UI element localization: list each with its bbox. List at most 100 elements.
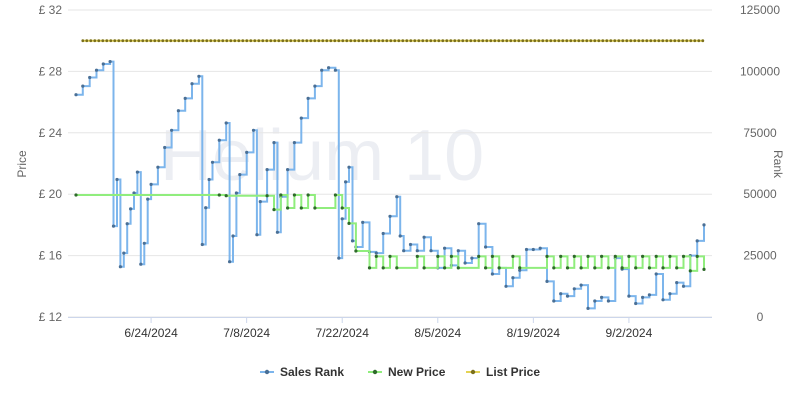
new-price-point bbox=[477, 254, 481, 258]
list-price-point bbox=[657, 39, 661, 43]
new-price-point bbox=[572, 254, 576, 258]
sales-rank-point bbox=[600, 295, 604, 299]
list-price-point bbox=[305, 39, 309, 43]
sales-rank-point bbox=[258, 200, 262, 204]
list-price-point bbox=[665, 39, 669, 43]
sales-rank-point bbox=[320, 68, 324, 72]
new-price-point bbox=[490, 254, 494, 258]
sales-rank-point bbox=[200, 242, 204, 247]
list-price-point bbox=[629, 39, 633, 43]
list-price-point bbox=[493, 39, 497, 43]
sales-rank-point bbox=[627, 294, 631, 298]
sales-rank-point bbox=[122, 251, 126, 255]
sales-rank-point bbox=[156, 165, 160, 169]
list-price-point bbox=[157, 39, 161, 43]
list-price-point bbox=[89, 39, 93, 43]
list-price-point bbox=[129, 39, 133, 43]
sales-rank-point bbox=[552, 299, 556, 303]
sales-rank-point bbox=[139, 262, 143, 266]
legend-item-new-price[interactable]: New Price bbox=[368, 365, 446, 379]
new-price-point bbox=[579, 266, 583, 270]
new-price-point bbox=[620, 266, 624, 270]
list-price-point bbox=[93, 39, 97, 43]
sales-rank-point bbox=[668, 292, 672, 296]
new-price-point bbox=[279, 193, 283, 197]
right-axis-tick-label: 50000 bbox=[743, 187, 777, 201]
new-price-point bbox=[586, 254, 590, 258]
left-axis-tick-label: £ 28 bbox=[39, 64, 63, 78]
list-price-point bbox=[165, 39, 169, 43]
sales-rank-point bbox=[402, 249, 406, 253]
new-price-point bbox=[456, 266, 460, 270]
sales-rank-point bbox=[234, 191, 238, 195]
x-axis-tick-label: 7/22/2024 bbox=[316, 326, 370, 340]
sales-rank-point bbox=[125, 222, 129, 226]
list-price-point bbox=[237, 39, 241, 43]
list-price-point bbox=[477, 39, 481, 43]
new-price-point bbox=[661, 266, 665, 270]
sales-rank-point bbox=[398, 234, 402, 238]
chart-watermark: Helium 10 bbox=[160, 116, 484, 196]
list-price-point bbox=[161, 39, 165, 43]
new-price-point bbox=[641, 254, 645, 258]
list-price-point bbox=[569, 39, 573, 43]
list-price-series bbox=[81, 39, 705, 43]
sales-rank-point bbox=[661, 298, 665, 302]
sales-rank-point bbox=[531, 247, 535, 252]
sales-rank-point bbox=[118, 265, 122, 269]
list-price-point bbox=[421, 39, 425, 43]
list-price-point bbox=[641, 39, 645, 43]
list-price-point bbox=[625, 39, 629, 43]
x-axis-tick-label: 9/2/2024 bbox=[606, 326, 653, 340]
sales-rank-point bbox=[135, 170, 139, 174]
list-price-point bbox=[105, 39, 109, 43]
list-price-point bbox=[313, 39, 317, 43]
new-price-point bbox=[681, 254, 686, 258]
list-price-point bbox=[141, 39, 145, 43]
list-price-point bbox=[249, 39, 253, 43]
list-price-point bbox=[137, 39, 141, 43]
sales-rank-point bbox=[228, 260, 232, 264]
new-price-point bbox=[518, 266, 522, 270]
list-price-point bbox=[681, 39, 685, 43]
legend-item-sales-rank[interactable]: Sales Rank bbox=[260, 365, 344, 379]
list-price-point bbox=[689, 39, 693, 43]
new-price-point bbox=[654, 254, 658, 258]
new-price-point bbox=[436, 254, 440, 258]
new-price-point bbox=[565, 266, 570, 270]
list-price-point bbox=[253, 39, 257, 43]
list-price-point bbox=[433, 39, 437, 43]
legend-label: List Price bbox=[486, 365, 540, 379]
sales-rank-point bbox=[681, 284, 686, 288]
left-axis-title: Price bbox=[15, 150, 29, 178]
sales-rank-point bbox=[149, 182, 153, 186]
list-price-point bbox=[329, 39, 333, 43]
list-price-point bbox=[293, 39, 297, 43]
list-price-point bbox=[701, 39, 705, 43]
list-price-point bbox=[633, 39, 637, 43]
new-price-point bbox=[484, 266, 488, 270]
list-price-point bbox=[361, 39, 365, 43]
new-price-point bbox=[613, 254, 617, 258]
sales-rank-point bbox=[347, 165, 351, 169]
list-price-point bbox=[125, 39, 129, 43]
sales-rank-point bbox=[579, 283, 583, 287]
list-price-point bbox=[637, 39, 641, 43]
list-price-point bbox=[597, 39, 601, 43]
right-axis-tick-label: 125000 bbox=[740, 3, 780, 17]
new-price-point bbox=[340, 206, 344, 210]
list-price-point bbox=[285, 39, 289, 43]
new-price-point bbox=[217, 193, 221, 197]
legend-item-list-price[interactable]: List Price bbox=[466, 365, 540, 379]
new-price-point bbox=[688, 269, 692, 273]
list-price-point bbox=[585, 39, 589, 43]
sales-rank-point bbox=[415, 249, 419, 253]
sales-rank-point bbox=[238, 173, 242, 177]
right-axis-tick-label: 100000 bbox=[740, 64, 780, 78]
sales-rank-point bbox=[340, 217, 344, 221]
legend-label: Sales Rank bbox=[280, 365, 344, 379]
sales-rank-point bbox=[484, 245, 488, 249]
list-price-point bbox=[401, 39, 405, 43]
list-price-point bbox=[229, 39, 233, 43]
legend-symbol-marker bbox=[372, 369, 378, 375]
